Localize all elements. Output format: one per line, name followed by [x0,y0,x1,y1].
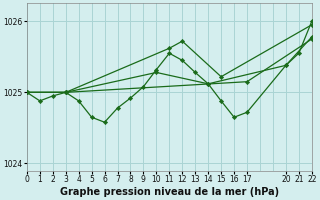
X-axis label: Graphe pression niveau de la mer (hPa): Graphe pression niveau de la mer (hPa) [60,187,279,197]
